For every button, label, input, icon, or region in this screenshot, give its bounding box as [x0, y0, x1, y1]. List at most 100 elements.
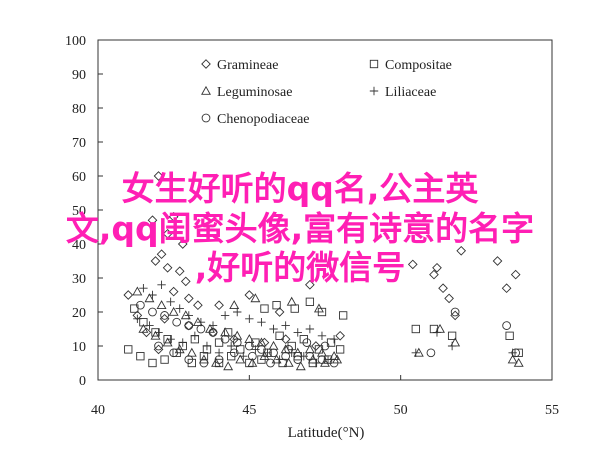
gramineae-point	[214, 300, 224, 311]
chenopodiaceae-point	[184, 355, 194, 364]
compositae-point	[160, 355, 169, 364]
leguminosae-point	[144, 293, 155, 303]
y-tick-label: 0	[79, 374, 86, 389]
y-tick-label: 40	[72, 238, 86, 253]
y-axis-ticks: 0 10 20 30 40 50 60 70 80 90 100	[65, 34, 103, 389]
gramineae-point	[438, 283, 448, 294]
gramineae-point	[456, 245, 467, 256]
chenopodiaceae-point	[426, 348, 436, 358]
legend-marker-leguminosae	[201, 85, 211, 95]
compositae-point	[124, 345, 133, 354]
legend-label-gramineae: Gramineae	[217, 58, 278, 73]
liliaceae-point	[275, 355, 284, 364]
legend-label-leguminosae: Leguminosae	[217, 85, 292, 100]
compositae-point	[505, 331, 514, 340]
liliaceae-point	[202, 341, 212, 351]
chenopodiaceae-point	[317, 355, 327, 364]
liliaceae-point	[317, 331, 327, 340]
compositae-point	[187, 358, 196, 368]
liliaceae-point	[139, 284, 148, 293]
leguminosae-point	[220, 327, 231, 337]
liliaceae-point	[293, 328, 302, 337]
y-tick-label: 80	[72, 102, 86, 117]
leguminosae-point	[150, 330, 161, 340]
chenopodiaceae-point	[196, 324, 206, 334]
leguminosae-point	[320, 357, 330, 367]
y-tick-label: 90	[72, 68, 86, 83]
liliaceae-point	[239, 352, 248, 361]
gramineae-point	[193, 300, 203, 311]
gramineae-point	[174, 266, 185, 277]
compositae-point	[227, 352, 236, 361]
gramineae-point	[153, 171, 164, 181]
leguminosae-point	[507, 354, 518, 364]
gramineae-point	[450, 310, 460, 321]
gramineae-point	[335, 330, 345, 341]
legend-marker-liliaceae	[369, 86, 379, 96]
chenopodiaceae-point	[244, 341, 254, 351]
chenopodiaceae-point	[320, 341, 330, 351]
leguminosae-point	[329, 351, 340, 361]
liliaceae-point	[226, 341, 236, 351]
chenopodiaceae-point	[214, 355, 224, 364]
liliaceae-point	[299, 352, 309, 361]
compositae-point	[299, 335, 308, 344]
gramineae-point	[180, 276, 191, 287]
liliaceae-point	[251, 345, 260, 354]
compositae-point	[339, 311, 348, 320]
legend-marker-compositae	[369, 59, 379, 69]
chenopodiaceae-point	[199, 358, 209, 368]
compositae-point	[199, 352, 209, 361]
chenopodiaceae-point	[450, 307, 460, 317]
liliaceae-point	[157, 280, 166, 289]
leguminosae-point	[156, 300, 167, 310]
gramineae-point	[510, 269, 521, 280]
liliaceae-point	[178, 338, 187, 347]
leguminosae-point	[247, 357, 258, 367]
chenopodiaceae-point	[220, 334, 230, 344]
compositae-point	[335, 345, 345, 354]
chenopodiaceae-point	[284, 345, 294, 354]
chenopodiaceae-point	[257, 345, 266, 354]
chenopodiaceae-point	[232, 338, 242, 347]
liliaceae-point	[305, 324, 315, 334]
leguminosae-point	[174, 344, 185, 354]
legend-label-liliaceae: Liliaceae	[385, 85, 436, 100]
liliaceae-point	[154, 328, 163, 337]
gramineae-point	[159, 313, 170, 324]
x-tick-label: 55	[545, 403, 559, 418]
chenopodiaceae-point	[511, 348, 521, 358]
compositae-point	[290, 304, 299, 313]
leguminosae-point	[259, 351, 270, 361]
gramineae-point	[244, 290, 255, 300]
liliaceae-point	[245, 314, 254, 323]
liliaceae-point	[432, 328, 442, 337]
chenopodiaceae-point	[160, 311, 169, 320]
x-tick-label: 40	[91, 403, 105, 418]
chenopodiaceae-point	[184, 321, 194, 330]
compositae-point	[447, 331, 457, 340]
gramineae-point	[168, 211, 179, 222]
leguminosae-point	[168, 306, 179, 316]
leguminosae-point	[232, 330, 243, 340]
leguminosae-point	[283, 357, 294, 367]
gramineae-point	[153, 344, 164, 355]
chenopodiaceae-point	[266, 358, 275, 368]
leguminosae-point	[186, 347, 197, 357]
compositae-point	[272, 301, 281, 310]
compositae-point	[136, 352, 145, 361]
leguminosae-point	[317, 347, 327, 357]
x-axis-ticks: 40 45 50 55	[91, 375, 559, 418]
overlay-line: ,好听的微信号	[195, 248, 406, 287]
legend-label-compositae: Compositae	[385, 58, 452, 73]
legend: Gramineae Compositae Leguminosae Liliaceae C…	[201, 58, 452, 127]
gramineae-point	[183, 293, 194, 304]
leguminosae-point	[250, 293, 261, 303]
gramineae-point	[168, 286, 179, 297]
chenopodiaceae-point	[229, 348, 239, 358]
chenopodiaceae-point	[269, 348, 278, 358]
liliaceae-point	[411, 348, 420, 357]
chenopodiaceae-point	[154, 341, 163, 351]
liliaceae-point	[257, 318, 266, 327]
